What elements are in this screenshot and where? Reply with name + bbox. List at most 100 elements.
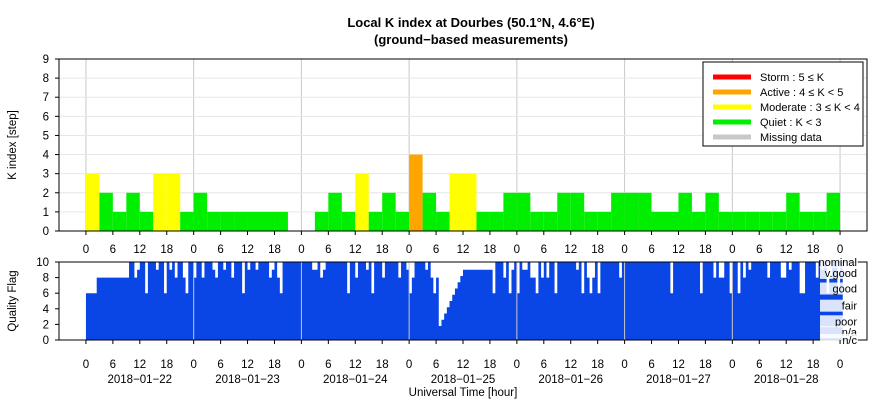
k-bar bbox=[826, 192, 841, 231]
k-y-tick-label: 7 bbox=[43, 92, 49, 104]
chart-subtitle: (ground−based measurements) bbox=[374, 32, 568, 47]
k-bar bbox=[732, 211, 746, 231]
k-bar bbox=[705, 192, 719, 231]
k-bar bbox=[503, 192, 517, 231]
k-x-tick-label: 0 bbox=[837, 244, 843, 256]
k-bar bbox=[409, 154, 423, 231]
k-x-tick-label: 0 bbox=[729, 244, 735, 256]
k-y-tick-label: 4 bbox=[43, 150, 50, 162]
k-x-tick-label: 6 bbox=[217, 244, 223, 256]
k-x-tick-label: 6 bbox=[433, 244, 439, 256]
q-x-tick-label: 18 bbox=[160, 359, 173, 371]
k-x-tick-label: 12 bbox=[241, 244, 254, 256]
quality-flag-area bbox=[85, 262, 843, 340]
q-x-tick-label: 0 bbox=[621, 359, 627, 371]
k-x-tick-label: 0 bbox=[621, 244, 627, 256]
k-x-tick-label: 12 bbox=[672, 244, 685, 256]
date-label: 2018−01−22 bbox=[107, 374, 172, 386]
k-bar bbox=[153, 173, 167, 231]
quality-level-label-bg bbox=[820, 334, 858, 346]
k-bar bbox=[665, 211, 679, 231]
k-bar bbox=[220, 211, 235, 231]
q-x-tick-label: 0 bbox=[406, 359, 412, 371]
k-bar bbox=[207, 211, 221, 231]
k-x-tick-label: 18 bbox=[268, 244, 281, 256]
k-x-tick-label: 12 bbox=[133, 244, 146, 256]
k-y-axis-label: K index [step] bbox=[7, 110, 19, 180]
q-x-tick-label: 18 bbox=[268, 359, 281, 371]
k-bar bbox=[476, 211, 490, 231]
q-x-tick-label: 6 bbox=[110, 359, 116, 371]
k-y-tick-label: 3 bbox=[43, 169, 49, 181]
k-bar bbox=[139, 211, 154, 231]
q-x-tick-label: 12 bbox=[564, 359, 577, 371]
quality-level-label-bg bbox=[820, 315, 858, 328]
date-label: 2018−01−23 bbox=[215, 374, 280, 386]
k-bar bbox=[382, 192, 396, 231]
legend-label: Moderate : 3 ≤ K < 4 bbox=[760, 102, 860, 114]
k-bar bbox=[638, 192, 652, 231]
x-axis-label: Universal Time [hour] bbox=[409, 387, 518, 399]
q-x-tick-label: 0 bbox=[83, 359, 89, 371]
k-bar bbox=[651, 211, 665, 231]
k-y-tick-label: 6 bbox=[43, 111, 49, 123]
k-x-tick-label: 0 bbox=[83, 244, 89, 256]
k-x-tick-label: 18 bbox=[484, 244, 497, 256]
k-x-tick-label: 6 bbox=[648, 244, 654, 256]
quality-level-label: v.good bbox=[825, 268, 857, 280]
quality-level-label: good bbox=[833, 284, 857, 296]
q-gridlines bbox=[193, 262, 733, 340]
k-y-tick-label: 0 bbox=[43, 226, 49, 238]
k-y-tick-label: 1 bbox=[43, 207, 49, 219]
k-bar bbox=[718, 211, 733, 231]
q-x-tick-label: 12 bbox=[672, 359, 685, 371]
k-bar bbox=[112, 211, 127, 231]
k-bar bbox=[234, 211, 248, 231]
q-x-tick-label: 0 bbox=[298, 359, 304, 371]
k-x-tick-label: 6 bbox=[325, 244, 331, 256]
q-x-tick-label: 0 bbox=[514, 359, 520, 371]
quality-level-label-bg bbox=[820, 282, 858, 295]
date-label: 2018−01−28 bbox=[754, 374, 819, 386]
k-y-tick-label: 8 bbox=[43, 73, 49, 85]
k-bar bbox=[314, 211, 329, 231]
legend-label: Storm : 5 ≤ K bbox=[760, 72, 825, 84]
q-x-tick-label: 12 bbox=[241, 359, 254, 371]
q-x-tick-label: 12 bbox=[457, 359, 470, 371]
k-x-tick-label: 6 bbox=[756, 244, 762, 256]
date-label: 2018−01−27 bbox=[646, 374, 711, 386]
k-bar bbox=[813, 211, 827, 231]
k-y-tick-label: 9 bbox=[43, 54, 49, 66]
q-x-tick-label: 6 bbox=[541, 359, 547, 371]
quality-level-label: n/c bbox=[842, 335, 857, 347]
k-bar bbox=[368, 211, 383, 231]
q-y-tick-label: 6 bbox=[43, 288, 49, 300]
q-x-tick-label: 6 bbox=[756, 359, 762, 371]
chart-title: Local K index at Dourbes (50.1°N, 4.6°E) bbox=[347, 15, 594, 30]
q-x-tick-label: 0 bbox=[729, 359, 735, 371]
k-bar bbox=[180, 211, 194, 231]
q-y-tick-label: 10 bbox=[36, 257, 49, 269]
k-bar bbox=[799, 211, 814, 231]
k-bar bbox=[449, 173, 463, 231]
k-bar bbox=[759, 211, 773, 231]
k-x-tick-label: 6 bbox=[110, 244, 116, 256]
q-x-tick-label: 0 bbox=[837, 359, 843, 371]
quality-level-label-bg bbox=[820, 266, 858, 279]
q-x-tick-label: 6 bbox=[433, 359, 439, 371]
k-bar bbox=[261, 211, 275, 231]
k-x-tick-label: 18 bbox=[376, 244, 389, 256]
k-bar bbox=[99, 192, 113, 231]
q-x-tick-label: 18 bbox=[699, 359, 712, 371]
k-bar bbox=[557, 192, 571, 231]
k-bars bbox=[85, 154, 841, 231]
legend-label: Missing data bbox=[760, 132, 823, 144]
k-x-ticks: 0 6 12 18 0 6 12 18 0 6 12 18 0 6 12 18 0 6 12 18 0 6 12 18 0 6 12… bbox=[83, 231, 843, 256]
k-bar bbox=[584, 211, 598, 231]
legend: Storm : 5 ≤ K Active : 4 ≤ K < 5 Moderate … bbox=[702, 61, 864, 147]
quality-level-label: poor bbox=[835, 316, 857, 328]
k-x-tick-label: 18 bbox=[591, 244, 604, 256]
k-bar bbox=[745, 211, 760, 231]
